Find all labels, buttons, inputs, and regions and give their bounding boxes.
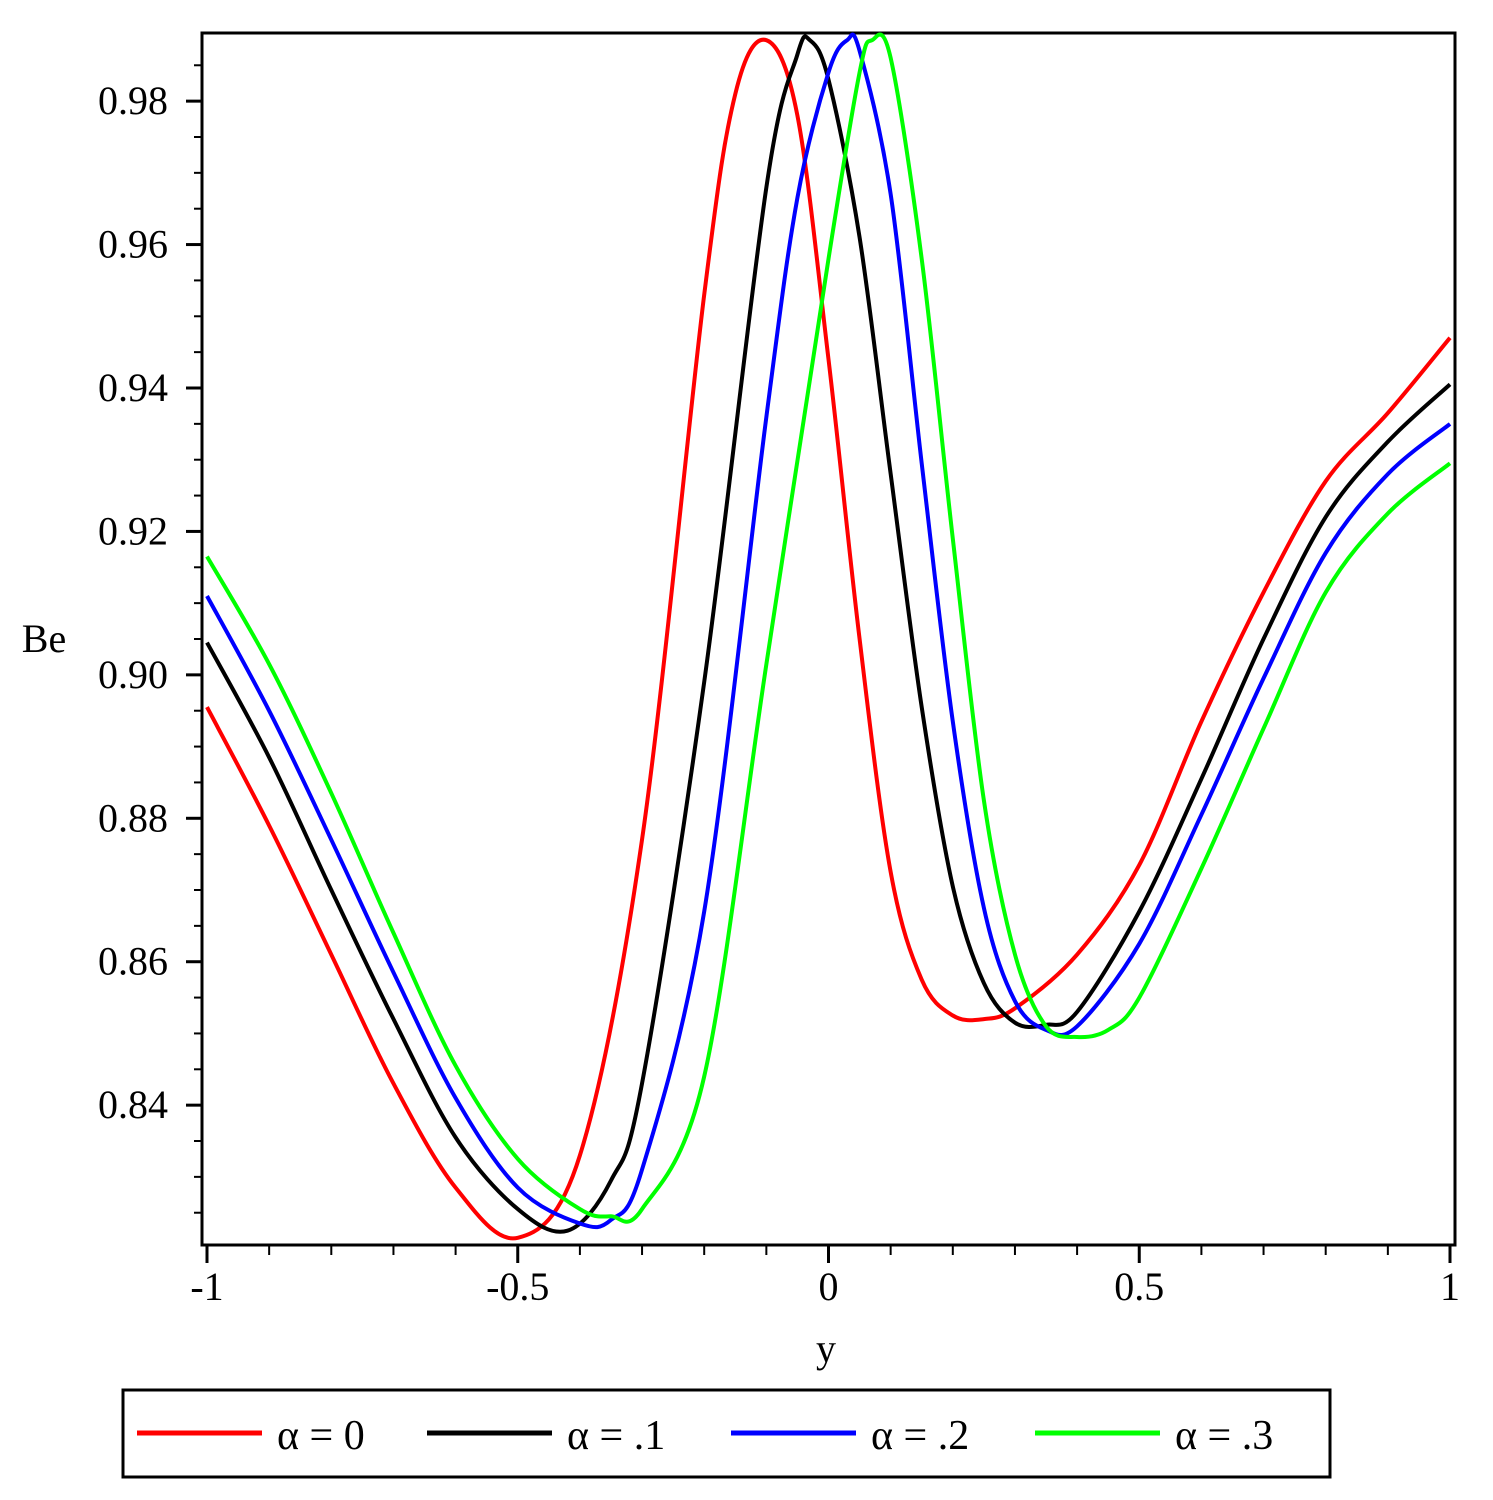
series-line-2 [205,32,1452,1230]
series-lines [205,32,1452,1241]
y-tick-label: 0.96 [98,222,168,267]
legend-label-0: α = 0 [277,1413,365,1459]
x-tick-label: 0 [819,1264,839,1309]
legend-label-2: α = .2 [871,1413,969,1459]
y-tick-label: 0.84 [98,1082,168,1127]
x-tick-label: -1 [190,1264,223,1309]
y-axis-ticks: 0.84 0.86 0.88 0.90 0.92 0.94 0.96 0.98 [98,78,202,1127]
series-line-1 [205,34,1452,1234]
y-tick-label: 0.94 [98,365,168,410]
x-tick-label: -0.5 [486,1264,549,1309]
legend-label-3: α = .3 [1175,1413,1273,1459]
x-tick-label: 1 [1440,1264,1460,1309]
y-tick-label: 0.88 [98,795,168,840]
x-axis-label: y [816,1326,836,1371]
series-line-3 [205,32,1452,1224]
legend-label-1: α = .1 [567,1413,665,1459]
legend: α = 0 α = .1 α = .2 α = .3 [137,1413,1273,1459]
y-tick-label: 0.86 [98,939,168,984]
y-tick-label: 0.92 [98,508,168,553]
y-tick-label: 0.98 [98,78,168,123]
x-tick-label: 0.5 [1114,1264,1164,1309]
series-line-0 [205,37,1452,1241]
y-axis-label: Be [22,616,66,661]
y-tick-label: 0.90 [98,652,168,697]
plot-frame [200,31,1457,1247]
x-axis-ticks: -1 -0.5 0 0.5 1 [190,1245,1460,1309]
